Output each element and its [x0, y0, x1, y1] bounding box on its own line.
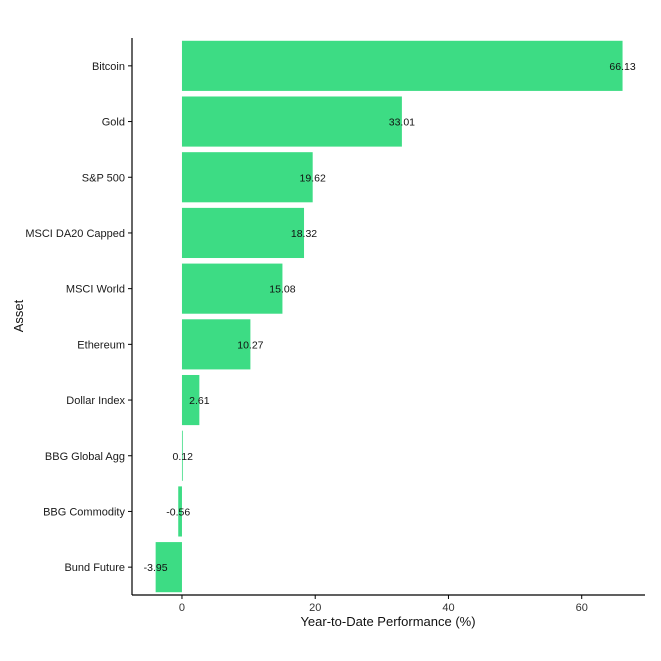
x-tick-label-2: 40	[442, 602, 454, 614]
bar-3	[181, 207, 305, 259]
y-axis-title: Asset	[11, 299, 26, 332]
category-label-4: MSCI World	[66, 284, 125, 296]
data-label-6: 2.61	[189, 395, 210, 407]
category-label-6: Dollar Index	[66, 395, 125, 407]
data-label-2: 19.62	[300, 172, 326, 184]
bar-4	[181, 263, 283, 314]
bar-8	[178, 486, 182, 537]
data-label-5: 10.27	[237, 339, 263, 351]
bar-2	[181, 152, 313, 203]
data-label-7: 0.12	[173, 451, 194, 463]
bar-7	[181, 430, 183, 481]
bar-9	[155, 542, 182, 593]
data-label-9: -3.95	[144, 562, 168, 574]
category-label-3: MSCI DA20 Capped	[25, 228, 125, 240]
category-label-8: BBG Commodity	[43, 506, 125, 518]
x-tick-label-0: 0	[179, 602, 185, 614]
x-tick-label-3: 60	[576, 602, 588, 614]
data-label-1: 33.01	[389, 117, 415, 129]
bar-1	[181, 96, 402, 147]
bar-5	[181, 319, 251, 370]
data-label-0: 66.13	[609, 61, 635, 73]
category-label-9: Bund Future	[64, 562, 125, 574]
bar-6	[181, 374, 200, 426]
data-label-4: 15.08	[269, 284, 295, 296]
category-label-1: Gold	[102, 117, 125, 129]
labels-layer: Bitcoin 66.13 Gold 33.01 S&P 500 19.62 MSCI DA…	[25, 61, 636, 614]
x-tick-label-1: 20	[309, 602, 321, 614]
x-axis-title: Year-to-Date Performance (%)	[300, 614, 475, 629]
data-label-3: 18.32	[291, 228, 317, 240]
category-label-7: BBG Global Agg	[45, 451, 125, 463]
category-label-5: Ethereum	[77, 339, 125, 351]
category-label-0: Bitcoin	[92, 61, 125, 73]
bars-layer	[155, 40, 623, 593]
category-label-2: S&P 500	[82, 172, 125, 184]
axes-layer	[128, 38, 645, 599]
data-label-8: -0.56	[166, 506, 190, 518]
bar-0	[181, 40, 623, 91]
